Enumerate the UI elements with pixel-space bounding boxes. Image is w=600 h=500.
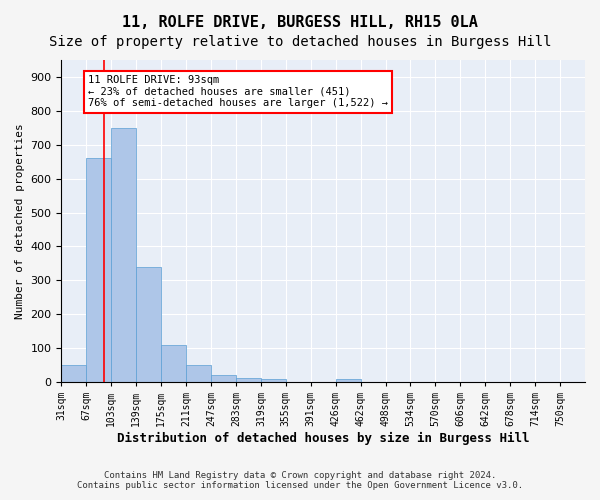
Bar	[186, 365, 211, 382]
Text: 11 ROLFE DRIVE: 93sqm
← 23% of detached houses are smaller (451)
76% of semi-det: 11 ROLFE DRIVE: 93sqm ← 23% of detached …	[88, 76, 388, 108]
Bar	[236, 378, 261, 382]
Text: 11, ROLFE DRIVE, BURGESS HILL, RH15 0LA: 11, ROLFE DRIVE, BURGESS HILL, RH15 0LA	[122, 15, 478, 30]
Bar	[86, 158, 111, 382]
Bar	[261, 378, 286, 382]
Bar	[161, 346, 186, 382]
Bar	[211, 374, 236, 382]
Bar	[111, 128, 136, 382]
Bar	[136, 267, 161, 382]
Bar	[335, 378, 361, 382]
Text: Contains HM Land Registry data © Crown copyright and database right 2024.
Contai: Contains HM Land Registry data © Crown c…	[77, 470, 523, 490]
Bar	[61, 365, 86, 382]
X-axis label: Distribution of detached houses by size in Burgess Hill: Distribution of detached houses by size …	[117, 432, 529, 445]
Y-axis label: Number of detached properties: Number of detached properties	[15, 123, 25, 319]
Text: Size of property relative to detached houses in Burgess Hill: Size of property relative to detached ho…	[49, 35, 551, 49]
